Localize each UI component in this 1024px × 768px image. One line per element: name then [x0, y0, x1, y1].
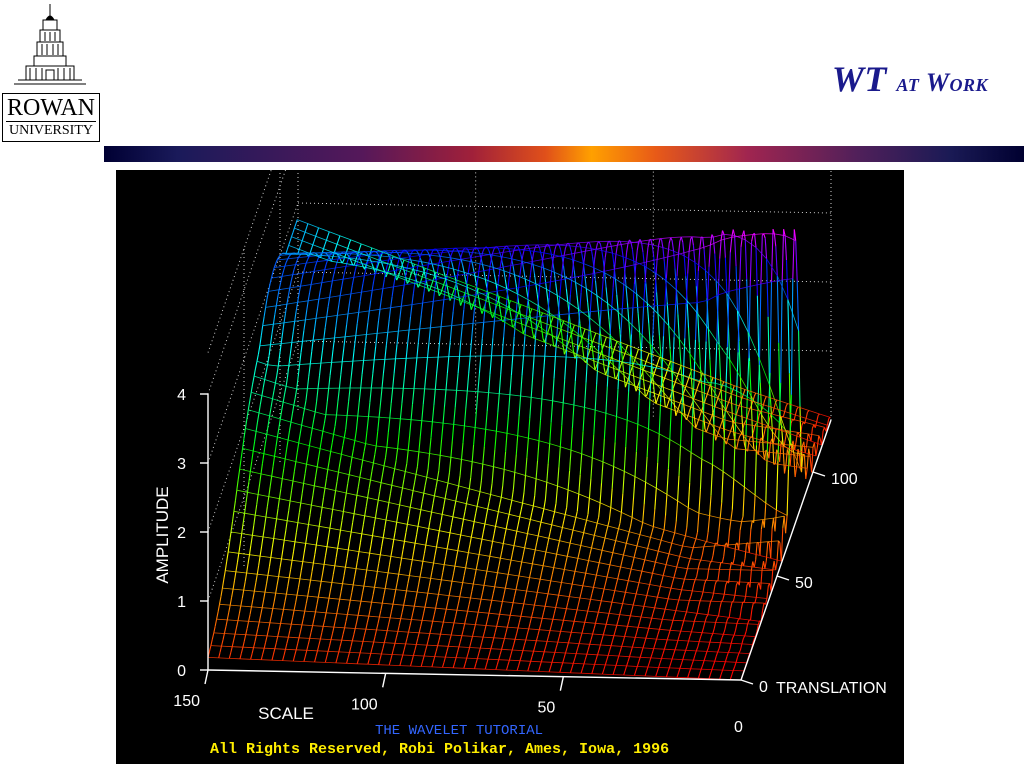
- origin-tick-label: 0: [734, 719, 743, 736]
- logo-line-1: ROWAN: [7, 95, 95, 121]
- bell-tower-icon: [14, 4, 86, 85]
- translation-tick-label: 100: [831, 471, 858, 488]
- slide-title-main: WT: [831, 59, 887, 99]
- z-tick-label: 0: [177, 663, 186, 680]
- z-axis-label: AMPLITUDE: [153, 486, 172, 583]
- z-tick-label: 1: [177, 594, 186, 611]
- z-tick-label: 3: [177, 456, 186, 473]
- wavelet-surface-plot: 0 1 2 3 4 AMPLITUDE 150 100 50 SCALE 0 50 100 TRANSLA…: [116, 170, 904, 764]
- header-gradient-bar: [104, 146, 1024, 162]
- rowan-university-logo: ROWAN UNIVERSITY: [0, 0, 104, 146]
- translation-axis: [740, 419, 832, 681]
- surface-mesh: [207, 219, 831, 681]
- surface-chart: 0 1 2 3 4 AMPLITUDE 150 100 50 SCALE 0 50 100 TRANSLA…: [153, 170, 887, 736]
- scale-tick-label: 100: [351, 696, 378, 713]
- copyright-credit: All Rights Reserved, Robi Polikar, Ames,…: [210, 741, 670, 758]
- z-tick-label: 2: [177, 525, 186, 542]
- scale-tick: [559, 676, 565, 691]
- logo-line-2: UNIVERSITY: [9, 123, 93, 138]
- translation-tick: [740, 679, 754, 685]
- slide-title-rest: at Work: [896, 68, 988, 97]
- z-tick-label: 4: [177, 387, 186, 404]
- slide-title: WT at Work: [832, 58, 988, 100]
- scale-tick: [381, 673, 387, 688]
- translation-tick-label: 0: [759, 679, 768, 696]
- translation-axis-label: TRANSLATION: [776, 680, 887, 697]
- box-grid: [207, 170, 832, 602]
- scale-tick-label: 150: [173, 693, 200, 710]
- logo-wordmark: ROWAN UNIVERSITY: [2, 93, 100, 142]
- translation-tick: [776, 575, 790, 581]
- scale-tick: [204, 669, 209, 685]
- translation-tick-label: 50: [795, 575, 813, 592]
- tutorial-credit: THE WAVELET TUTORIAL: [375, 723, 544, 739]
- scale-tick-label: 50: [538, 700, 556, 717]
- scale-axis: [207, 669, 742, 681]
- translation-tick: [812, 471, 826, 477]
- scale-axis-label: SCALE: [258, 704, 314, 723]
- axes: 0 1 2 3 4 AMPLITUDE 150 100 50 SCALE 0 50 100 TRANSLA…: [153, 387, 887, 736]
